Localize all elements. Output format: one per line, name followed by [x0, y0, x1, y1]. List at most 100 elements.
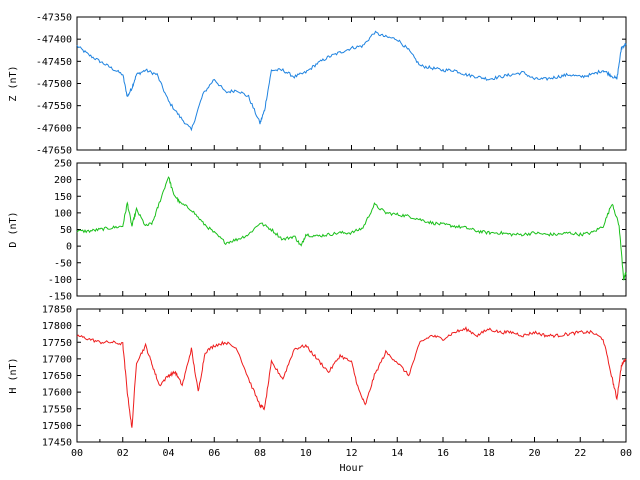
data-point: [616, 398, 617, 399]
data-point: [580, 76, 581, 77]
data-point: [351, 362, 352, 363]
data-point: [168, 176, 169, 177]
data-point: [623, 279, 624, 280]
data-point: [282, 378, 283, 379]
data-point: [99, 342, 100, 343]
data-point: [305, 72, 306, 73]
data-point: [339, 232, 340, 233]
data-point: [156, 74, 157, 75]
data-point: [362, 227, 363, 228]
data-point: [580, 332, 581, 333]
y-tick-label: 17550: [42, 404, 72, 415]
series-line: [76, 30, 627, 132]
y-tick-label: 200: [54, 175, 72, 186]
data-point: [612, 202, 613, 203]
data-point: [198, 392, 199, 393]
x-tick-label: 06: [208, 448, 220, 459]
data-point: [76, 45, 77, 46]
data-point: [182, 385, 183, 386]
data-point: [488, 232, 489, 233]
data-point: [225, 342, 226, 343]
data-point: [99, 61, 100, 62]
data-point: [621, 47, 622, 48]
y-tick-label: -47500: [36, 79, 72, 90]
data-point: [454, 70, 455, 71]
data-point: [294, 348, 295, 349]
data-point: [580, 234, 581, 235]
y-axis-title: Z (nT): [8, 65, 19, 101]
data-point: [264, 110, 265, 111]
data-point: [225, 242, 226, 243]
y-tick-label: 17700: [42, 354, 72, 365]
y-tick-label: 17600: [42, 388, 72, 399]
data-point: [136, 209, 137, 210]
plot-frame: [76, 308, 627, 443]
data-point: [500, 232, 501, 233]
data-point: [122, 74, 123, 75]
y-tick-label: 17750: [42, 338, 72, 349]
data-point: [248, 378, 249, 379]
x-tick-label: 14: [391, 448, 403, 459]
data-point: [328, 56, 329, 57]
y-tick-label: 150: [54, 192, 72, 203]
x-tick-label: 08: [254, 448, 266, 459]
data-point: [88, 231, 89, 232]
data-point: [500, 332, 501, 333]
y-tick-label: 0: [66, 242, 72, 253]
data-point: [136, 362, 137, 363]
data-point: [603, 70, 604, 71]
y-tick-label: 17450: [42, 438, 72, 449]
data-point: [465, 328, 466, 329]
data-point: [294, 76, 295, 77]
data-point: [545, 78, 546, 79]
x-tick-label: 04: [162, 448, 174, 459]
x-tick-label: 12: [345, 448, 357, 459]
data-point: [76, 231, 77, 232]
y-tick-label: 50: [60, 225, 72, 236]
data-point: [152, 365, 153, 366]
data-point: [511, 234, 512, 235]
data-point: [237, 90, 238, 91]
y-tick-label: 17850: [42, 305, 72, 316]
data-point: [99, 229, 100, 230]
y-axis-title: H (nT): [8, 357, 19, 393]
y-tick-label: 250: [54, 159, 72, 170]
data-point: [397, 362, 398, 363]
data-point: [442, 70, 443, 71]
data-point: [625, 358, 626, 359]
data-point: [568, 333, 569, 334]
data-point: [111, 227, 112, 228]
data-point: [131, 226, 132, 227]
y-tick-label: -47450: [36, 57, 72, 68]
data-point: [621, 365, 622, 366]
data-point: [477, 231, 478, 232]
data-point: [191, 129, 192, 130]
data-point: [237, 348, 238, 349]
x-tick-label: 10: [300, 448, 312, 459]
data-point: [214, 232, 215, 233]
data-point: [271, 362, 272, 363]
data-point: [202, 94, 203, 95]
y-tick-label: 17800: [42, 321, 72, 332]
data-point: [568, 232, 569, 233]
panel-h: 17850 17800 17750 17700 17650 17600 17550 17500…: [8, 305, 632, 475]
data-point: [152, 222, 153, 223]
data-point: [168, 101, 169, 102]
data-point: [420, 219, 421, 220]
data-point: [522, 335, 523, 336]
data-point: [454, 332, 455, 333]
data-point: [385, 36, 386, 37]
data-point: [328, 372, 329, 373]
data-point: [477, 76, 478, 77]
data-point: [603, 226, 604, 227]
data-point: [500, 76, 501, 77]
data-point: [534, 232, 535, 233]
data-point: [362, 45, 363, 46]
plot-frame: [76, 16, 627, 151]
data-point: [511, 74, 512, 75]
data-point: [305, 234, 306, 235]
data-point: [131, 87, 132, 88]
data-point: [202, 222, 203, 223]
data-point: [205, 352, 206, 353]
data-point: [317, 358, 318, 359]
